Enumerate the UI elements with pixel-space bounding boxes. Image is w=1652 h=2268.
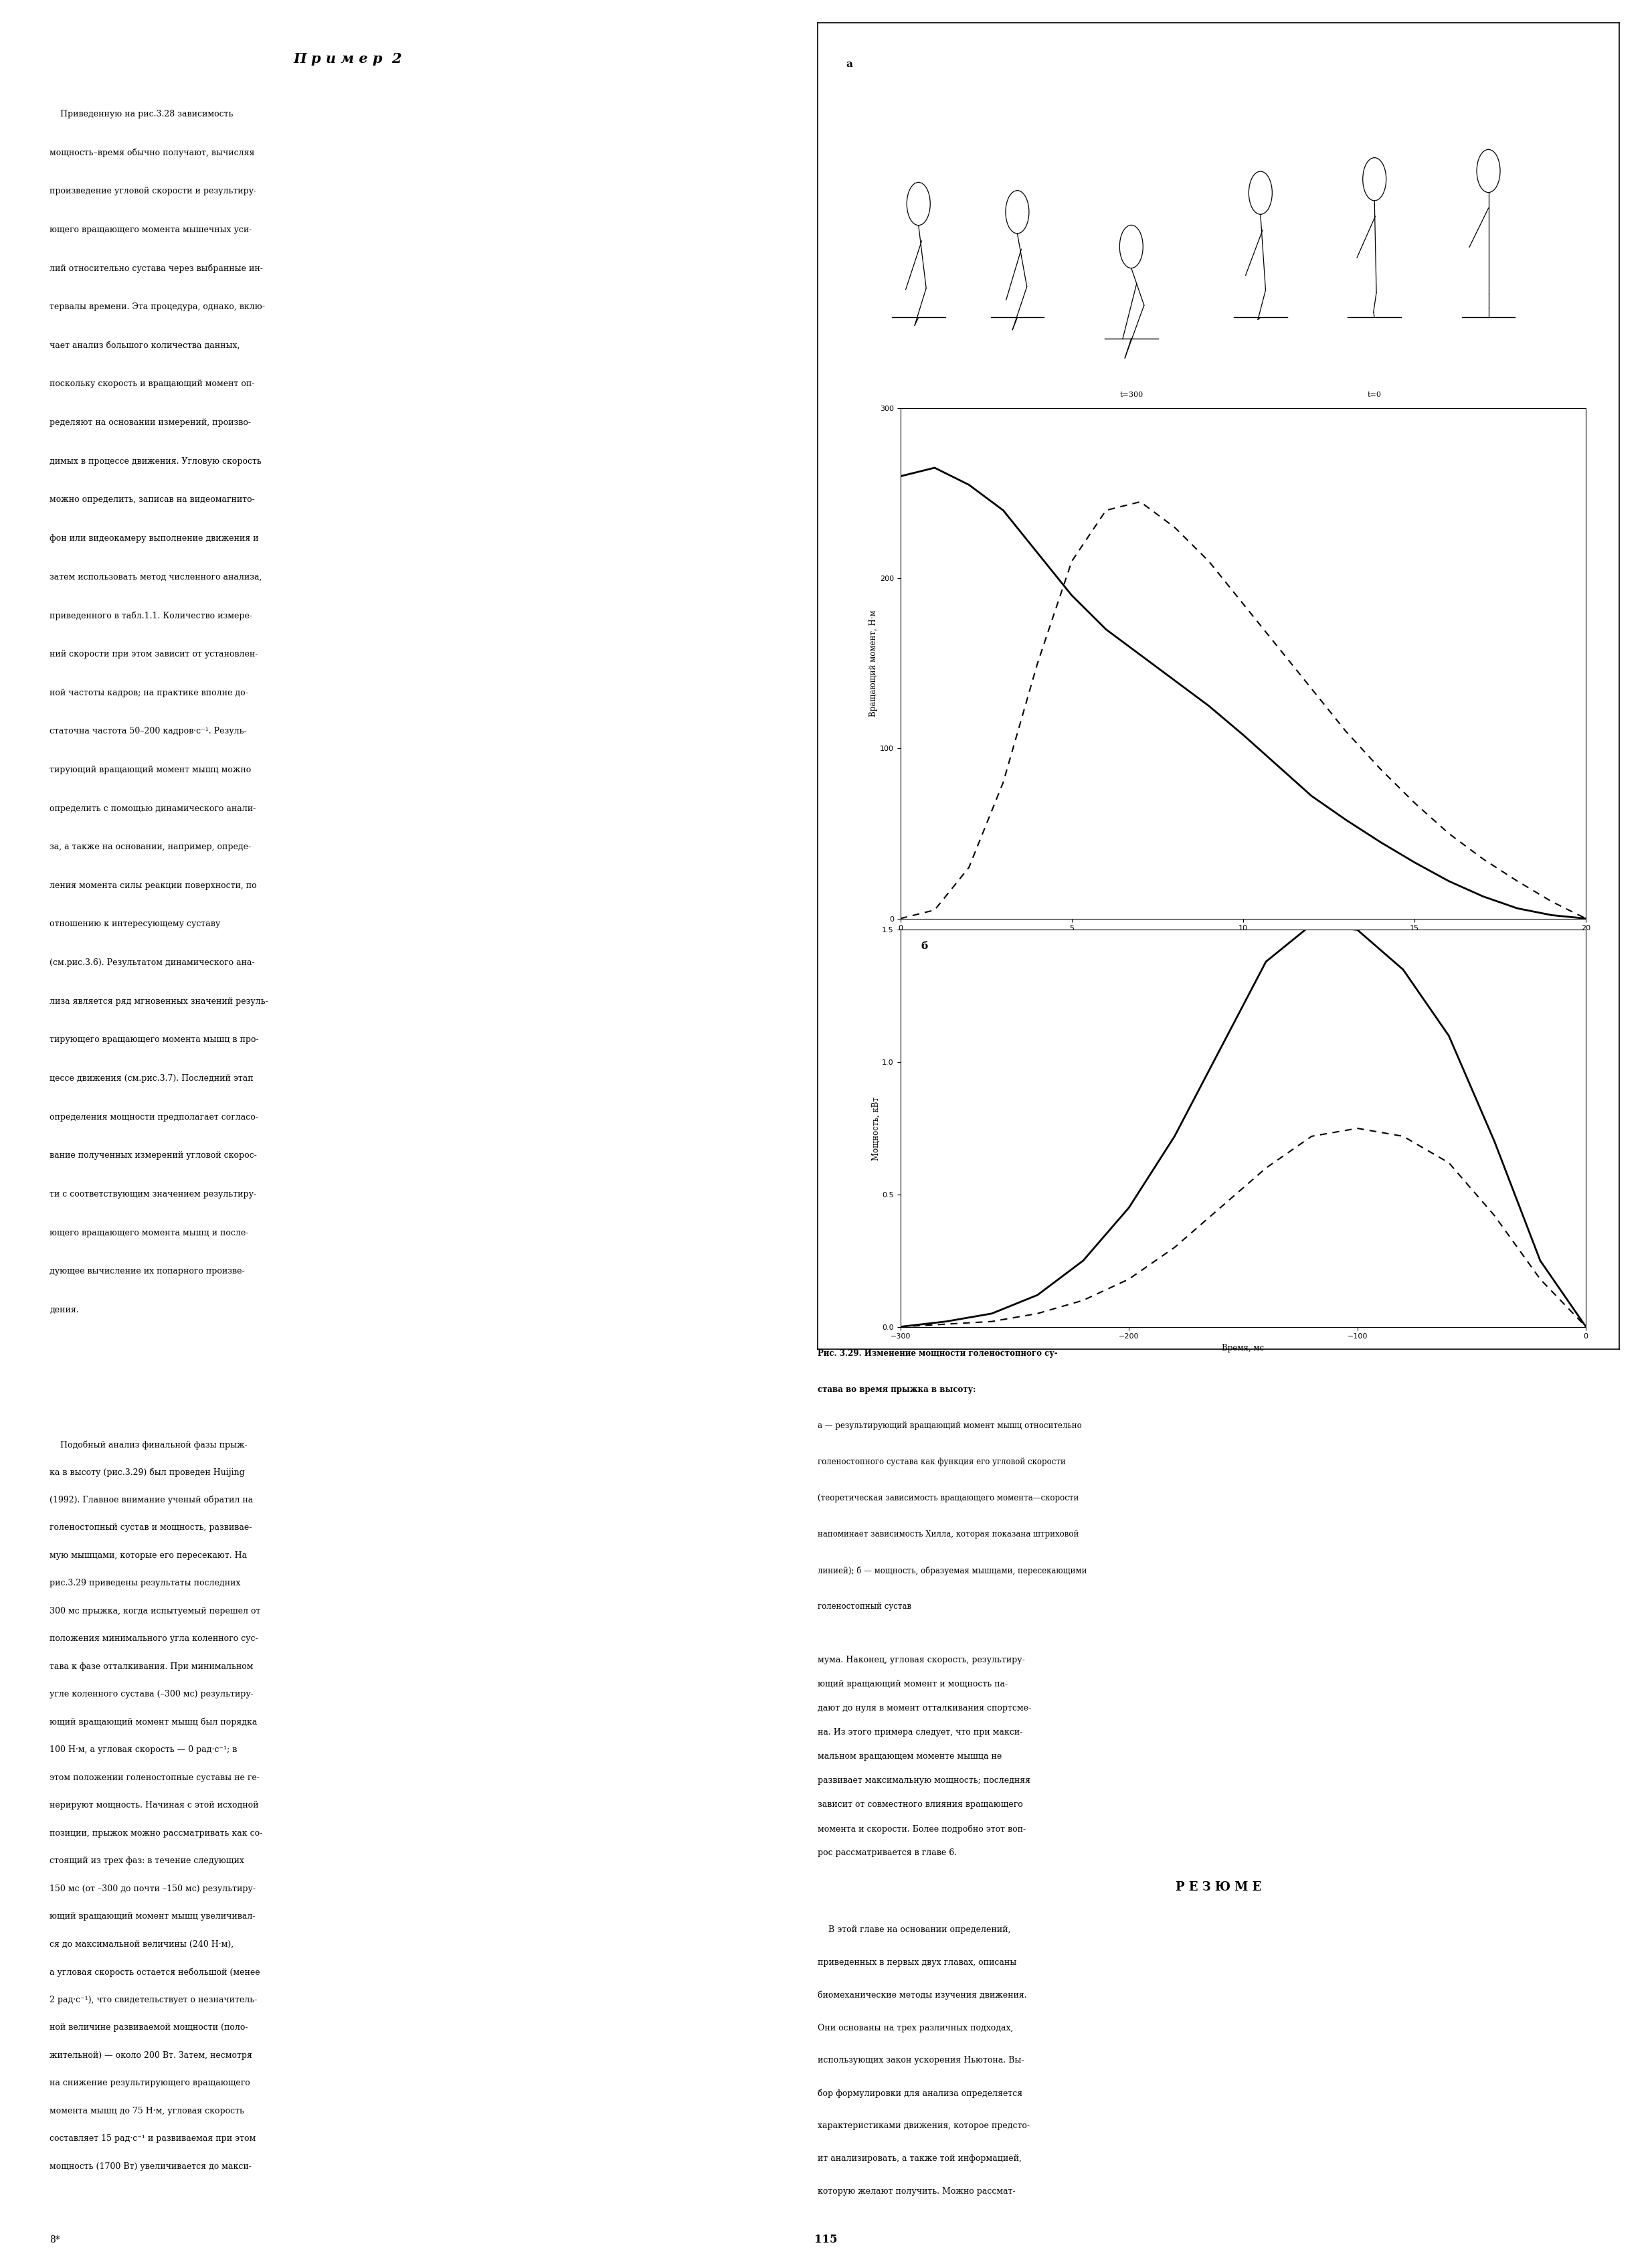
Text: мую мышцами, которые его пересекают. На: мую мышцами, которые его пересекают. На	[50, 1551, 248, 1560]
Text: ит анализировать, а также той информацией,: ит анализировать, а также той информацие…	[818, 2155, 1021, 2164]
Text: приведенных в первых двух главах, описаны: приведенных в первых двух главах, описан…	[818, 1957, 1016, 1966]
Text: ющего вращающего момента мышечных уси-: ющего вращающего момента мышечных уси-	[50, 225, 251, 234]
Text: дения.: дения.	[50, 1306, 79, 1313]
Text: составляет 15 рад·с⁻¹ и развиваемая при этом: составляет 15 рад·с⁻¹ и развиваемая при …	[50, 2134, 256, 2143]
Text: момента мышц до 75 Н·м, угловая скорость: момента мышц до 75 Н·м, угловая скорость	[50, 2107, 244, 2116]
Text: ющего вращающего момента мышц и после-: ющего вращающего момента мышц и после-	[50, 1229, 248, 1236]
Text: мальном вращающем моменте мышца не: мальном вращающем моменте мышца не	[818, 1753, 1001, 1760]
Text: ющий вращающий момент мышц был порядка: ющий вращающий момент мышц был порядка	[50, 1717, 258, 1726]
Text: тервалы времени. Эта процедура, однако, вклю-: тервалы времени. Эта процедура, однако, …	[50, 302, 264, 311]
Text: биомеханические методы изучения движения.: биомеханические методы изучения движения…	[818, 1991, 1028, 2000]
Text: става во время прыжка в высоту:: става во время прыжка в высоту:	[818, 1386, 976, 1395]
Text: на. Из этого примера следует, что при макси-: на. Из этого примера следует, что при ма…	[818, 1728, 1023, 1737]
Text: определения мощности предполагает согласо-: определения мощности предполагает соглас…	[50, 1114, 258, 1120]
X-axis label: Угловая скорость, рад·с⁻¹: Угловая скорость, рад·с⁻¹	[1189, 934, 1297, 943]
Text: цессе движения (см.рис.3.7). Последний этап: цессе движения (см.рис.3.7). Последний э…	[50, 1075, 253, 1082]
Y-axis label: Вращающий момент, Н·м: Вращающий момент, Н·м	[869, 610, 877, 717]
Text: угле коленного сустава (–300 мс) результиру-: угле коленного сустава (–300 мс) результ…	[50, 1690, 253, 1699]
Text: ющий вращающий момент мышц увеличивал-: ющий вращающий момент мышц увеличивал-	[50, 1912, 256, 1921]
Text: мощность–время обычно получают, вычисляя: мощность–время обычно получают, вычисляя	[50, 147, 254, 156]
Text: дующее вычисление их попарного произве-: дующее вычисление их попарного произве-	[50, 1268, 244, 1275]
Text: 100 Н·м, а угловая скорость — 0 рад·с⁻¹; в: 100 Н·м, а угловая скорость — 0 рад·с⁻¹;…	[50, 1746, 238, 1753]
Text: лий относительно сустава через выбранные ин-: лий относительно сустава через выбранные…	[50, 263, 263, 272]
Text: рис.3.29 приведены результаты последних: рис.3.29 приведены результаты последних	[50, 1579, 241, 1588]
Text: рос рассматривается в главе 6.: рос рассматривается в главе 6.	[818, 1848, 957, 1857]
Text: мощность (1700 Вт) увеличивается до макси-: мощность (1700 Вт) увеличивается до макс…	[50, 2161, 251, 2170]
Text: отношению к интересующему суставу: отношению к интересующему суставу	[50, 921, 220, 928]
Text: а — результирующий вращающий момент мышц относительно: а — результирующий вращающий момент мышц…	[818, 1422, 1082, 1431]
Text: дают до нуля в момент отталкивания спортсме-: дают до нуля в момент отталкивания спорт…	[818, 1703, 1031, 1712]
Y-axis label: Мощность, кВт: Мощность, кВт	[872, 1095, 881, 1161]
Text: жительной) — около 200 Вт. Затем, несмотря: жительной) — около 200 Вт. Затем, несмот…	[50, 2050, 253, 2059]
Text: ка в высоту (рис.3.29) был проведен Huijing: ка в высоту (рис.3.29) был проведен Huij…	[50, 1467, 244, 1476]
Text: димых в процессе движения. Угловую скорость: димых в процессе движения. Угловую скоро…	[50, 456, 261, 465]
Text: голеностопного сустава как функция его угловой скорости: голеностопного сустава как функция его у…	[818, 1458, 1066, 1467]
Text: б: б	[920, 941, 928, 950]
Text: ти с соответствующим значением результиру-: ти с соответствующим значением результир…	[50, 1191, 256, 1198]
Text: мума. Наконец, угловая скорость, результиру-: мума. Наконец, угловая скорость, результ…	[818, 1656, 1024, 1665]
Text: голеностопный сустав: голеностопный сустав	[818, 1603, 912, 1610]
Text: линией); б — мощность, образуемая мышцами, пересекающими: линией); б — мощность, образуемая мышцам…	[818, 1567, 1087, 1576]
Text: В этой главе на основании определений,: В этой главе на основании определений,	[818, 1926, 1011, 1935]
Text: лиза является ряд мгновенных значений резуль-: лиза является ряд мгновенных значений ре…	[50, 998, 268, 1005]
Text: развивает максимальную мощность; последняя: развивает максимальную мощность; последн…	[818, 1776, 1031, 1785]
Text: на снижение результирующего вращающего: на снижение результирующего вращающего	[50, 2080, 249, 2087]
Text: Рис. 3.29. Изменение мощности голеностопного су-: Рис. 3.29. Изменение мощности голеностоп…	[818, 1349, 1057, 1359]
Text: момента и скорости. Более подробно этот воп-: момента и скорости. Более подробно этот …	[818, 1823, 1026, 1833]
Text: голеностопный сустав и мощность, развивае-: голеностопный сустав и мощность, развива…	[50, 1524, 251, 1533]
Text: фон или видеокамеру выполнение движения и: фон или видеокамеру выполнение движения …	[50, 533, 259, 542]
Text: ся до максимальной величины (240 Н·м),: ся до максимальной величины (240 Н·м),	[50, 1939, 233, 1948]
Text: ления момента силы реакции поверхности, по: ления момента силы реакции поверхности, …	[50, 882, 256, 889]
Text: 150 мс (от –300 до почти –150 мс) результиру-: 150 мс (от –300 до почти –150 мс) резуль…	[50, 1885, 256, 1894]
Text: определить с помощью динамического анали-: определить с помощью динамического анали…	[50, 805, 256, 812]
Text: зависит от совместного влияния вращающего: зависит от совместного влияния вращающег…	[818, 1801, 1023, 1810]
Text: 8*: 8*	[50, 2234, 59, 2245]
Text: за, а также на основании, например, опреде-: за, а также на основании, например, опре…	[50, 844, 251, 850]
Text: использующих закон ускорения Ньютона. Вы-: использующих закон ускорения Ньютона. Вы…	[818, 2057, 1024, 2064]
Text: Р Е З Ю М Е: Р Е З Ю М Е	[1176, 1882, 1260, 1894]
Text: чает анализ большого количества данных,: чает анализ большого количества данных,	[50, 340, 240, 349]
Text: ющий вращающий момент и мощность па-: ющий вращающий момент и мощность па-	[818, 1681, 1008, 1687]
Text: положения минимального угла коленного сус-: положения минимального угла коленного су…	[50, 1635, 258, 1644]
Text: ний скорости при этом зависит от установлен-: ний скорости при этом зависит от установ…	[50, 649, 258, 658]
Text: этом положении голеностопные суставы не ге-: этом положении голеностопные суставы не …	[50, 1774, 259, 1783]
Text: ределяют на основании измерений, произво-: ределяют на основании измерений, произво…	[50, 417, 251, 426]
Text: 2 рад·с⁻¹), что свидетельствует о незначитель-: 2 рад·с⁻¹), что свидетельствует о незнач…	[50, 1996, 258, 2005]
Text: статочна частота 50–200 кадров·с⁻¹. Резуль-: статочна частота 50–200 кадров·с⁻¹. Резу…	[50, 728, 246, 735]
Text: характеристиками движения, которое предсто-: характеристиками движения, которое предс…	[818, 2121, 1029, 2130]
Text: бор формулировки для анализа определяется: бор формулировки для анализа определяетс…	[818, 2089, 1023, 2098]
Text: (см.рис.3.6). Результатом динамического ана-: (см.рис.3.6). Результатом динамического …	[50, 959, 254, 966]
Text: можно определить, записав на видеомагнито-: можно определить, записав на видеомагнит…	[50, 494, 254, 503]
X-axis label: Время, мс: Время, мс	[1222, 1343, 1264, 1352]
Text: затем использовать метод численного анализа,: затем использовать метод численного анал…	[50, 572, 263, 581]
Text: ной частоты кадров; на практике вполне до-: ной частоты кадров; на практике вполне д…	[50, 689, 248, 696]
Text: нерируют мощность. Начиная с этой исходной: нерируют мощность. Начиная с этой исходн…	[50, 1801, 259, 1810]
Text: Приведенную на рис.3.28 зависимость: Приведенную на рис.3.28 зависимость	[50, 109, 233, 118]
Text: произведение угловой скорости и результиру-: произведение угловой скорости и результи…	[50, 186, 256, 195]
Text: напоминает зависимость Хилла, которая показана штриховой: напоминает зависимость Хилла, которая по…	[818, 1531, 1079, 1538]
Text: вание полученных измерений угловой скорос-: вание полученных измерений угловой скоро…	[50, 1152, 256, 1159]
Text: позиции, прыжок можно рассматривать как со-: позиции, прыжок можно рассматривать как …	[50, 1828, 263, 1837]
Text: а угловая скорость остается небольшой (менее: а угловая скорость остается небольшой (м…	[50, 1969, 259, 1978]
Text: Подобный анализ финальной фазы прыж-: Подобный анализ финальной фазы прыж-	[50, 1440, 248, 1449]
Text: t=300: t=300	[1120, 392, 1143, 399]
Text: поскольку скорость и вращающий момент оп-: поскольку скорость и вращающий момент оп…	[50, 379, 254, 388]
Text: Они основаны на трех различных подходах,: Они основаны на трех различных подходах,	[818, 2023, 1013, 2032]
Text: П р и м е р  2: П р и м е р 2	[294, 52, 403, 66]
Text: (теоретическая зависимость вращающего момента—скорости: (теоретическая зависимость вращающего мо…	[818, 1495, 1079, 1504]
Text: (1992). Главное внимание ученый обратил на: (1992). Главное внимание ученый обратил …	[50, 1495, 253, 1504]
Text: тава к фазе отталкивания. При минимальном: тава к фазе отталкивания. При минимально…	[50, 1662, 253, 1672]
Text: приведенного в табл.1.1. Количество измере-: приведенного в табл.1.1. Количество изме…	[50, 610, 253, 619]
Text: 115: 115	[814, 2234, 838, 2245]
Text: которую желают получить. Можно рассмат-: которую желают получить. Можно рассмат-	[818, 2186, 1016, 2195]
Text: тирующего вращающего момента мышц в про-: тирующего вращающего момента мышц в про-	[50, 1036, 259, 1043]
Text: ной величине развиваемой мощности (поло-: ной величине развиваемой мощности (поло-	[50, 2023, 248, 2032]
Text: тирующий вращающий момент мышц можно: тирующий вращающий момент мышц можно	[50, 767, 251, 773]
Text: t=0: t=0	[1368, 392, 1381, 399]
Text: стоящий из трех фаз: в течение следующих: стоящий из трех фаз: в течение следующих	[50, 1857, 244, 1864]
Text: 300 мс прыжка, когда испытуемый перешел от: 300 мс прыжка, когда испытуемый перешел …	[50, 1606, 261, 1615]
Text: а: а	[846, 59, 852, 68]
